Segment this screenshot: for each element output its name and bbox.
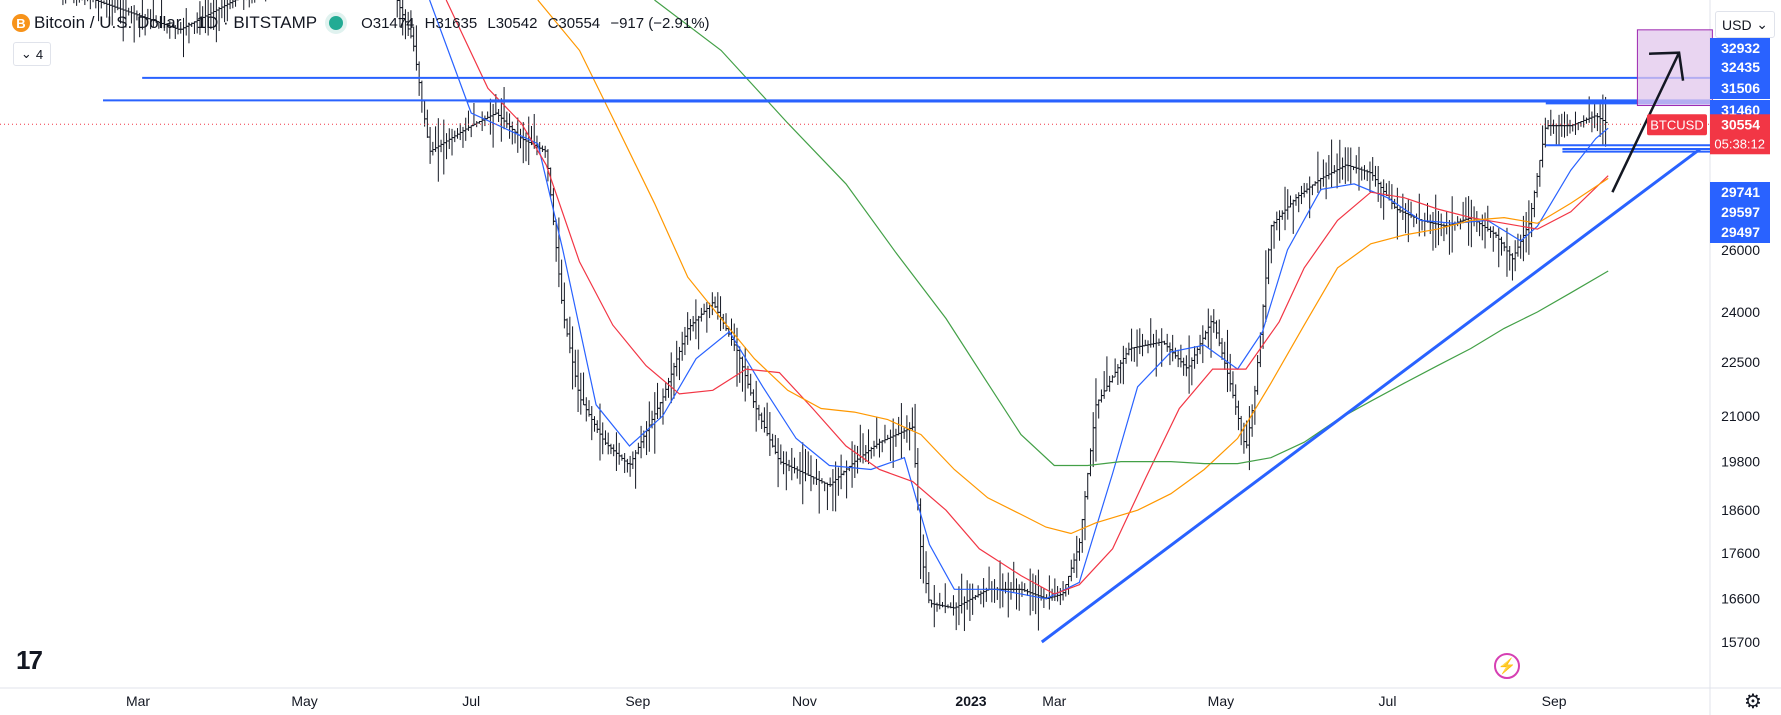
- time-tick-label: May: [1208, 693, 1234, 709]
- time-tick-label: May: [291, 693, 317, 709]
- lightning-icon[interactable]: ⚡: [1494, 653, 1520, 679]
- market-status-icon[interactable]: [329, 16, 344, 30]
- price-badges: 3293232435315063146031384297412959729497…: [1647, 38, 1770, 243]
- symbol-title[interactable]: Bitcoin / U.S. Dollar · 1D · BITSTAMP: [34, 13, 318, 32]
- price-tick-label: 17600: [1721, 545, 1760, 561]
- chevron-down-icon: ⌄: [20, 46, 32, 61]
- symbol-badge-label: BTCUSD: [1650, 117, 1703, 132]
- moving-average-line: [429, 0, 1609, 600]
- ohlc-values: O31474 H31635 L30542 C30554 −917 (−2.91%…: [361, 15, 715, 32]
- bar-countdown-label: 05:38:12: [1714, 136, 1765, 151]
- time-axis[interactable]: Mar May Jul Sep Nov 2023 Mar May Jul Sep: [0, 687, 1781, 709]
- price-tick-label: 22500: [1721, 354, 1760, 370]
- price-level-badge-label: 31506: [1721, 80, 1760, 96]
- price-level-badge: [1710, 57, 1770, 78]
- last-price-badge: [1710, 114, 1770, 155]
- price-level-badge-label: 29597: [1721, 204, 1760, 220]
- high-value: H31635: [424, 14, 478, 32]
- price-level-badge: [1710, 222, 1770, 243]
- moving-average-line: [445, 0, 1609, 595]
- settings-icon[interactable]: ⚙: [1744, 691, 1762, 713]
- price-tick-label: 19800: [1721, 454, 1760, 470]
- price-tick-label: 16600: [1721, 591, 1760, 607]
- price-axis[interactable]: 15700 16600 17600 18600 19800 21000 22500 24000…: [1709, 0, 1760, 715]
- symbol-badge: [1647, 114, 1707, 136]
- moving-average-line: [654, 0, 1609, 467]
- price-level-badge-label: 32435: [1721, 59, 1760, 75]
- close-value: C30554: [547, 14, 601, 32]
- price-level-badge-label: 29497: [1721, 224, 1760, 240]
- change-value: −917 (−2.91%): [610, 14, 710, 32]
- price-tick-label: 24000: [1721, 304, 1760, 320]
- drawings[interactable]: [0, 29, 1713, 644]
- projection-arrow: [1611, 52, 1681, 193]
- price-tick-label: 15700: [1721, 634, 1760, 650]
- price-level-badge-label: 32932: [1721, 40, 1760, 56]
- chevron-down-icon: ⌄: [1756, 16, 1768, 32]
- price-level-badge: [1710, 38, 1770, 59]
- target-zone-box: [1636, 29, 1713, 107]
- low-value: L30542: [487, 14, 538, 32]
- symbol-legend[interactable]: B Bitcoin / U.S. Dollar · 1D · BITSTAMP …: [12, 12, 716, 34]
- price-tick-label: 26000: [1721, 242, 1760, 258]
- tradingview-logo[interactable]: 17: [16, 645, 43, 675]
- open-value: O31474: [361, 14, 415, 32]
- last-price-label: 30554: [1721, 116, 1760, 132]
- moving-averages: [429, 0, 1609, 600]
- indicators-toggle-button[interactable]: ⌄ 4: [13, 42, 51, 66]
- time-tick-label: Jul: [1379, 693, 1397, 709]
- support-trendline: [1040, 148, 1701, 644]
- price-level-badge: [1710, 78, 1770, 99]
- price-level-badge: [1710, 182, 1770, 203]
- price-tick-label: 21000: [1721, 408, 1760, 424]
- time-tick-label: Mar: [126, 693, 150, 709]
- price-level-badge: [1710, 202, 1770, 223]
- price-tick-label: 18600: [1721, 502, 1760, 518]
- price-level-badge-label: 29741: [1721, 184, 1760, 200]
- time-tick-label: 2023: [955, 693, 986, 709]
- price-level-badge-label: 31460: [1721, 102, 1760, 118]
- currency-select[interactable]: USD ⌄: [1715, 11, 1775, 38]
- bitcoin-logo-icon: B: [12, 14, 30, 32]
- time-tick-label: Jul: [462, 693, 480, 709]
- currency-label: USD: [1722, 16, 1752, 33]
- moving-average-line: [537, 0, 1609, 535]
- time-tick-label: Nov: [792, 693, 817, 709]
- candles: [62, 0, 1608, 632]
- indicator-count: 4: [35, 46, 44, 62]
- time-tick-label: Mar: [1042, 693, 1066, 709]
- projection-arrowhead: [1649, 51, 1685, 81]
- time-tick-label: Sep: [1542, 693, 1567, 709]
- time-tick-label: Sep: [625, 693, 650, 709]
